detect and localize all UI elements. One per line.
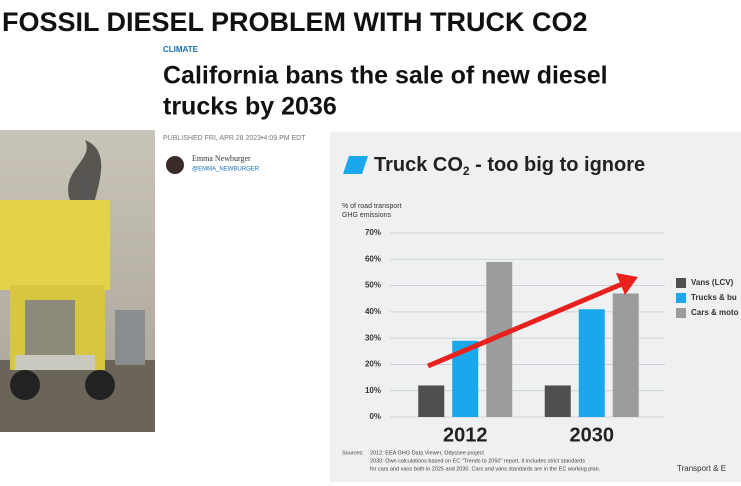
- headline: California bans the sale of new diesel: [163, 62, 608, 90]
- sources-label: Sources:: [342, 450, 364, 456]
- source: 2012: EEA GHG Data Viewer, Odyssee proje…: [370, 450, 484, 456]
- title-accent: [343, 156, 368, 174]
- credit: Transport & E: [677, 464, 726, 473]
- y-tick-label: 20%: [365, 360, 381, 369]
- y-tick-label: 50%: [365, 281, 381, 290]
- chart-panel: [330, 132, 741, 482]
- chart-title: Truck CO2 - too big to ignore: [374, 154, 645, 178]
- legend-label: Cars & moto: [691, 308, 739, 317]
- y-tick-label: 0%: [369, 412, 381, 421]
- bar: [544, 385, 571, 417]
- bar: [578, 309, 605, 417]
- arrow-head: [616, 273, 638, 295]
- legend-swatch: [676, 278, 686, 288]
- source: for cars and vans both in 2025 and 2030.…: [370, 466, 601, 472]
- legend-label: Trucks & bu: [691, 293, 737, 302]
- heading: FOSSIL DIESEL PROBLEM WITH TRUCK CO2: [2, 7, 588, 37]
- truck-photo: [0, 130, 155, 432]
- x-tick-label: 2030: [570, 424, 615, 446]
- y-tick-label: 30%: [365, 333, 381, 342]
- y-tick-label: 40%: [365, 307, 381, 316]
- title-main: Truck CO: [374, 154, 463, 176]
- source: 2030: Own calculations based on EC "Tren…: [370, 458, 585, 464]
- title-subscript: 2: [463, 164, 470, 178]
- author: Emma Newburger: [192, 154, 251, 163]
- handle: @EMMA_NEWBURGER: [192, 167, 260, 173]
- y-tick-label: 10%: [365, 386, 381, 395]
- y-axis-label: % of road transport: [342, 203, 402, 210]
- title-rest: - too big to ignore: [470, 154, 646, 176]
- headline: trucks by 2036: [163, 93, 337, 121]
- legend-swatch: [676, 293, 686, 303]
- y-tick-label: 70%: [365, 228, 381, 237]
- legend-swatch: [676, 308, 686, 318]
- legend-label: Vans (LCV): [691, 278, 734, 287]
- y-tick-label: 60%: [365, 254, 381, 263]
- bar: [612, 293, 639, 417]
- y-axis-label: GHG emissions: [342, 212, 392, 219]
- trend-arrow: [427, 281, 623, 369]
- x-tick-label: 2012: [443, 424, 488, 446]
- bar: [418, 385, 445, 417]
- published: PUBLISHED FRI, APR 28 2023•4:09 PM EDT: [163, 135, 306, 142]
- section: CLIMATE: [163, 45, 199, 54]
- avatar: [166, 156, 184, 174]
